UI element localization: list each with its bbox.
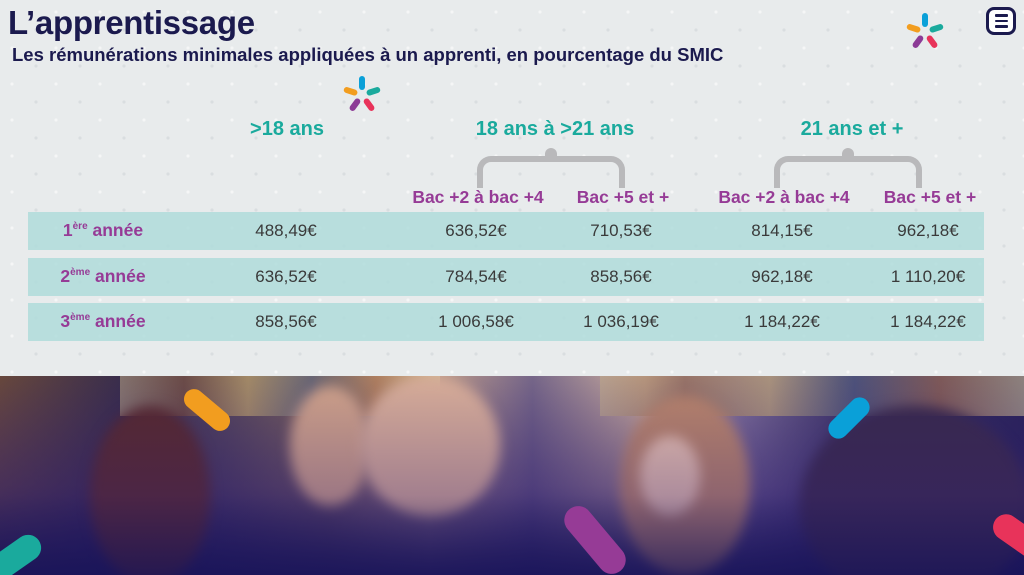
page-title: L’apprentissage (8, 4, 255, 41)
students-high-five-photo (0, 376, 1024, 575)
group-header-18-21: 18 ans à >21 ans (475, 118, 635, 140)
row-label: 1ère année (62, 220, 144, 240)
hamburger-menu-icon-bar (994, 14, 1008, 17)
hamburger-menu-icon-bar (994, 25, 1008, 28)
table-cell: 858,56€ (255, 312, 317, 331)
table-cell: 636,52€ (445, 221, 507, 240)
hamburger-menu-icon-bar (994, 19, 1008, 23)
table-cell: 1 006,58€ (438, 312, 514, 331)
brace-18-21 (477, 156, 625, 188)
table-cell: 814,15€ (751, 221, 813, 240)
sub-header-bac5-21-plus: Bac +5 et + (883, 187, 977, 207)
table-cell: 962,18€ (897, 221, 959, 240)
row-label: 3ème année (60, 311, 146, 331)
table-cell: 1 184,22€ (890, 312, 966, 331)
photo-overlay (0, 376, 1024, 575)
table-cell: 710,53€ (590, 221, 652, 240)
group-header-under-18: >18 ans (250, 118, 324, 140)
table-cell: 962,18€ (751, 267, 813, 286)
colored-star-logo-icon (905, 12, 945, 52)
table-cell: 1 036,19€ (583, 312, 659, 331)
brace-peak (545, 148, 557, 160)
table-row: 2ème année 636,52€ 784,54€ 858,56€ 962,1… (28, 258, 984, 296)
table-cell: 1 110,20€ (890, 267, 966, 286)
table-cell: 1 184,22€ (744, 312, 820, 331)
brace-21-plus (774, 156, 922, 188)
table-cell: 784,54€ (445, 267, 507, 286)
sub-header-bac2-4-21-plus: Bac +2 à bac +4 (718, 187, 850, 207)
sub-header-bac5-18-21: Bac +5 et + (576, 187, 670, 207)
sub-header-bac2-4-18-21: Bac +2 à bac +4 (412, 187, 544, 207)
table-cell: 488,49€ (255, 221, 317, 240)
table-row: 3ème année 858,56€ 1 006,58€ 1 036,19€ 1… (28, 303, 984, 341)
row-label: 2ème année (60, 266, 146, 286)
colored-star-logo-icon (342, 75, 382, 115)
table-cell: 636,52€ (255, 267, 317, 286)
hamburger-menu-button[interactable] (986, 7, 1016, 35)
table-row: 1ère année 488,49€ 636,52€ 710,53€ 814,1… (28, 212, 984, 250)
group-header-21-plus: 21 ans et + (800, 118, 904, 140)
page-subtitle: Les rémunérations minimales appliquées à… (12, 44, 724, 65)
table-cell: 858,56€ (590, 267, 652, 286)
brace-peak (842, 148, 854, 160)
